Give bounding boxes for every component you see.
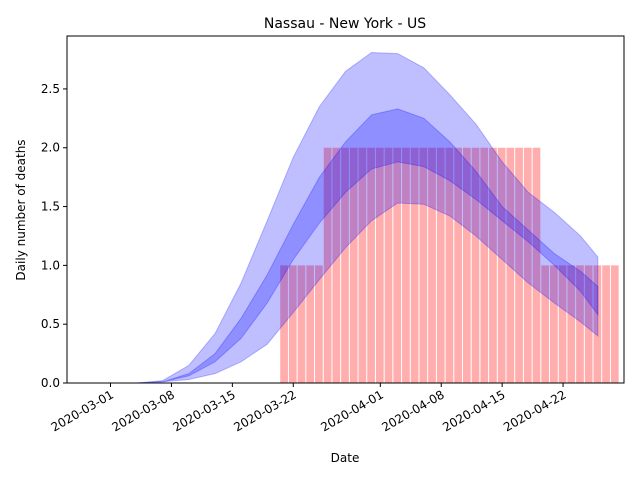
bar: [558, 265, 567, 383]
y-axis: 0.0 0.5 1.0 1.5 2.0 2.5: [41, 82, 67, 390]
y-axis-label: Daily number of deaths: [14, 139, 28, 280]
bar: [471, 147, 480, 383]
y-tick-label: 0.0: [41, 376, 60, 390]
confidence-band: [93, 108, 599, 384]
x-tick-label: 2020-04-08: [379, 387, 446, 434]
bar: [576, 265, 584, 383]
bar: [541, 265, 550, 383]
bar: [602, 265, 610, 383]
bar: [515, 147, 523, 383]
bar: [280, 265, 288, 383]
bar: [375, 147, 384, 383]
bar: [349, 147, 358, 383]
bar: [480, 147, 489, 383]
bar: [550, 265, 558, 383]
x-tick-label: 2020-04-01: [318, 387, 385, 434]
bar: [506, 147, 515, 383]
y-tick-label: 2.0: [41, 141, 60, 155]
y-tick-label: 0.5: [41, 317, 60, 331]
x-tick-label: 2020-03-22: [231, 387, 298, 434]
bar: [532, 147, 541, 383]
chart-title: Nassau - New York - US: [264, 16, 426, 32]
plot-frame: [66, 35, 625, 384]
x-tick-label: 2020-04-15: [440, 387, 507, 434]
x-tick-label: 2020-03-01: [49, 387, 116, 434]
bar: [358, 147, 367, 383]
y-tick-label: 1.5: [41, 200, 60, 214]
bar: [593, 265, 602, 383]
bar: [584, 265, 593, 383]
x-axis: 2020-03-012020-03-082020-03-152020-03-22…: [49, 383, 569, 434]
bar: [567, 265, 576, 383]
x-axis-label: Date: [331, 451, 360, 465]
bar: [402, 147, 410, 383]
bar: [306, 265, 315, 383]
bar: [332, 147, 341, 383]
band-series: [93, 51, 599, 384]
bar: [445, 147, 454, 383]
bar: [384, 147, 393, 383]
bar: [419, 147, 428, 383]
bar: [523, 147, 532, 383]
y-tick-label: 2.5: [41, 82, 60, 96]
bar: [497, 147, 506, 383]
bar: [323, 147, 332, 383]
bar-series: [280, 147, 619, 383]
bar: [393, 147, 402, 383]
bar: [436, 147, 445, 383]
bar: [367, 147, 375, 383]
bar: [428, 147, 436, 383]
bar: [315, 265, 323, 383]
bar: [489, 147, 497, 383]
bar: [288, 265, 297, 383]
bar: [454, 147, 462, 383]
bar: [341, 147, 349, 383]
y-tick-label: 1.0: [41, 258, 60, 272]
bar: [462, 147, 471, 383]
confidence-band: [93, 51, 599, 384]
bar: [610, 265, 619, 383]
bar: [410, 147, 419, 383]
x-tick-label: 2020-03-15: [170, 387, 237, 434]
x-tick-label: 2020-04-22: [501, 387, 568, 434]
x-tick-label: 2020-03-08: [110, 387, 177, 434]
bar: [297, 265, 306, 383]
